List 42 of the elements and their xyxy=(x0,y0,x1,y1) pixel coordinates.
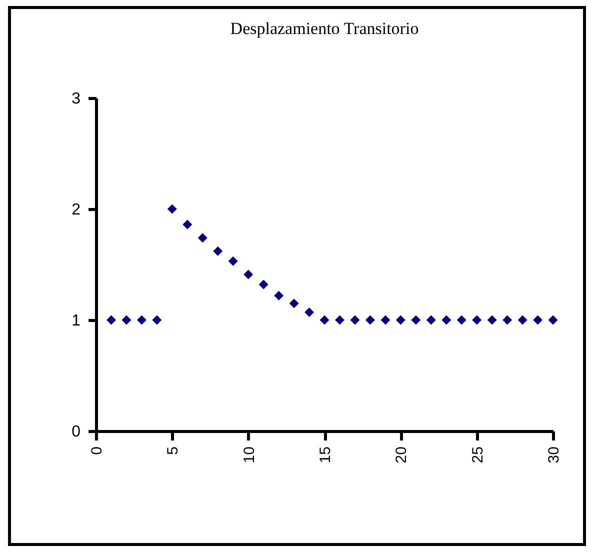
x-tick-label: 10 xyxy=(240,446,258,464)
point xyxy=(518,315,528,325)
y-tick-label: 2 xyxy=(72,202,81,218)
point xyxy=(167,204,177,214)
point xyxy=(198,233,208,243)
point xyxy=(182,220,192,230)
point xyxy=(136,315,146,325)
point xyxy=(122,315,132,325)
x-tick-label: 20 xyxy=(393,446,410,464)
x-tick-label: 15 xyxy=(317,446,334,464)
point xyxy=(365,315,375,325)
point xyxy=(320,315,330,325)
point xyxy=(106,315,116,325)
point xyxy=(304,307,314,317)
point xyxy=(350,315,360,325)
point xyxy=(244,270,254,280)
y-tick-label: 0 xyxy=(72,424,81,440)
point xyxy=(533,315,543,325)
x-tick-label: 0 xyxy=(88,446,106,455)
point xyxy=(274,290,284,300)
chart-title: Desplazamiento Transitorio xyxy=(230,19,419,38)
point xyxy=(442,315,452,325)
point xyxy=(426,315,436,325)
point xyxy=(380,315,390,325)
y-tick-label: 3 xyxy=(72,90,81,108)
point xyxy=(152,315,162,325)
point xyxy=(334,315,344,325)
point xyxy=(411,315,421,325)
x-tick-label: 5 xyxy=(164,446,182,455)
x-tick-label: 25 xyxy=(469,446,486,464)
point xyxy=(258,280,268,290)
point xyxy=(472,315,482,325)
point xyxy=(213,246,223,256)
point xyxy=(502,315,512,325)
point xyxy=(456,315,466,325)
y-tick-label: 1 xyxy=(72,312,81,330)
point xyxy=(396,315,406,325)
point xyxy=(487,315,497,325)
point xyxy=(548,315,558,325)
point xyxy=(289,298,299,308)
point xyxy=(228,256,238,266)
x-tick-label: 30 xyxy=(546,446,562,464)
